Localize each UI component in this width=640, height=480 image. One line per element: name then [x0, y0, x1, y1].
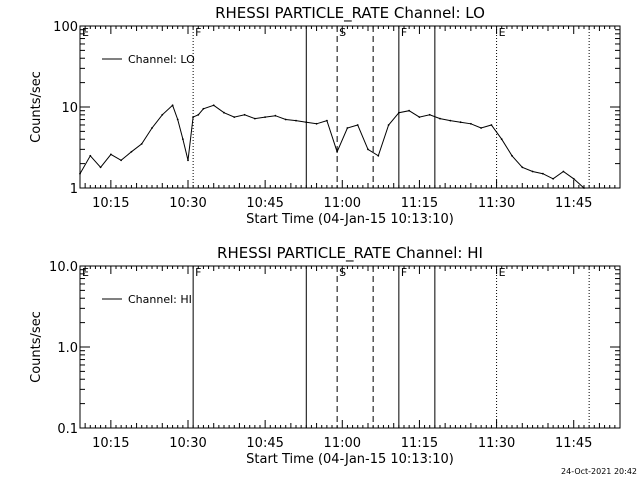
- x-tick-label: 11:00: [324, 196, 361, 211]
- data-point: [79, 172, 81, 175]
- x-tick-label: 10:45: [246, 196, 283, 211]
- data-point: [346, 127, 349, 129]
- data-point: [367, 148, 369, 151]
- event-marker-label: F: [401, 26, 407, 39]
- data-point: [151, 127, 153, 129]
- y-axis-label: Counts/sec: [29, 311, 44, 383]
- chart-title: RHESSI PARTICLE_RATE Channel: HI: [217, 244, 483, 263]
- data-point: [552, 177, 554, 180]
- x-tick-label: 10:30: [169, 196, 206, 211]
- data-point: [212, 104, 215, 107]
- chart-title: RHESSI PARTICLE_RATE Channel: LO: [215, 4, 485, 23]
- x-axis-label: Start Time (04-Jan-15 10:13:10): [246, 452, 454, 467]
- data-point: [274, 114, 277, 117]
- event-marker-label: F: [195, 266, 201, 279]
- data-point: [398, 111, 400, 114]
- data-point: [490, 124, 493, 126]
- x-tick-label: 10:30: [169, 436, 206, 451]
- data-series-line: [79, 104, 585, 189]
- y-tick-label: 0.1: [57, 422, 78, 437]
- legend-label: Channel: LO: [128, 53, 195, 66]
- data-point: [531, 170, 534, 173]
- data-point: [284, 118, 287, 121]
- event-marker-label: S: [339, 26, 346, 39]
- data-point: [572, 177, 575, 180]
- y-tick-label: 1: [70, 182, 78, 197]
- data-point: [197, 113, 200, 116]
- event-marker-label: S: [339, 266, 346, 279]
- y-axis-label: Counts/sec: [29, 71, 44, 143]
- data-point: [110, 153, 112, 156]
- y-tick-label: 10.0: [49, 260, 78, 275]
- plot-frame: [79, 25, 621, 189]
- x-tick-label: 11:30: [478, 436, 515, 451]
- data-point: [171, 104, 174, 107]
- data-point: [202, 107, 205, 110]
- data-point: [120, 159, 122, 162]
- data-point: [480, 127, 482, 129]
- data-point: [377, 154, 380, 157]
- data-point: [449, 119, 452, 122]
- data-point: [408, 109, 410, 112]
- data-point: [326, 119, 328, 122]
- data-point: [470, 122, 472, 125]
- data-point: [140, 143, 143, 145]
- data-point: [233, 116, 236, 118]
- data-point: [511, 154, 513, 157]
- legend-label: Channel: HI: [128, 293, 192, 306]
- data-point: [305, 121, 308, 124]
- data-point: [89, 154, 92, 157]
- data-point: [161, 113, 164, 116]
- plot-frame: [79, 265, 621, 429]
- chart-panel-lo: RHESSI PARTICLE_RATE Channel: LO Counts/s…: [29, 4, 621, 227]
- data-point: [264, 116, 266, 118]
- data-point: [254, 117, 256, 120]
- event-marker-label: F: [401, 266, 407, 279]
- footer-timestamp: 24-Oct-2021 20:42: [561, 467, 637, 476]
- data-point: [418, 116, 421, 118]
- data-point: [521, 166, 524, 169]
- y-tick-label: 1.0: [57, 341, 78, 356]
- x-tick-label: 11:45: [555, 436, 592, 451]
- event-marker-label: E: [82, 266, 89, 279]
- data-point: [176, 118, 179, 121]
- data-point: [387, 124, 390, 126]
- x-tick-label: 11:15: [401, 436, 438, 451]
- data-point: [336, 150, 338, 153]
- data-point: [315, 122, 318, 125]
- x-axis-label: Start Time (04-Jan-15 10:13:10): [246, 212, 454, 227]
- data-point: [295, 119, 297, 122]
- data-point: [459, 121, 462, 124]
- data-point: [243, 113, 246, 116]
- data-point: [130, 150, 133, 153]
- data-point: [223, 111, 225, 114]
- x-tick-label: 10:15: [92, 436, 129, 451]
- x-tick-label: 11:15: [401, 196, 438, 211]
- x-tick-label: 11:45: [555, 196, 592, 211]
- data-point: [182, 138, 184, 141]
- event-marker-label: E: [499, 266, 506, 279]
- data-point: [356, 124, 359, 126]
- event-marker-label: E: [82, 26, 89, 39]
- data-point: [583, 187, 585, 189]
- data-point: [500, 138, 503, 141]
- x-tick-label: 11:00: [324, 436, 361, 451]
- event-marker-label: F: [195, 26, 201, 39]
- event-marker-label: E: [499, 26, 506, 39]
- data-point: [99, 166, 102, 169]
- data-point: [542, 172, 544, 175]
- data-point: [187, 159, 189, 162]
- data-point: [562, 170, 565, 173]
- y-tick-label: 10: [61, 101, 78, 116]
- y-tick-label: 100: [53, 20, 78, 35]
- chart-panel-hi: RHESSI PARTICLE_RATE Channel: HI Counts/s…: [29, 244, 621, 467]
- data-point: [428, 113, 431, 116]
- data-point: [439, 117, 441, 120]
- x-tick-label: 11:30: [478, 196, 515, 211]
- x-tick-label: 10:15: [92, 196, 129, 211]
- data-point: [192, 116, 195, 118]
- x-tick-label: 10:45: [246, 436, 283, 451]
